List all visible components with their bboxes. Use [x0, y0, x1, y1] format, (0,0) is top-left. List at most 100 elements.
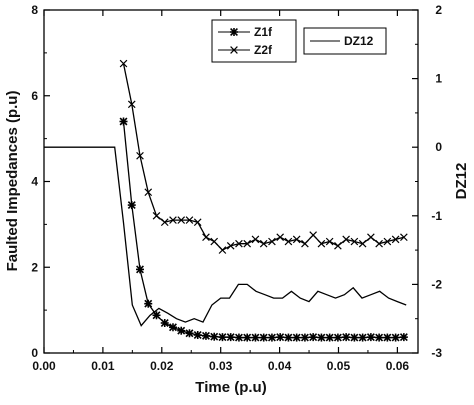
data-point-z2f: [235, 239, 243, 248]
data-point-z1f: [251, 333, 260, 342]
data-point-z2f: [218, 246, 227, 254]
data-point-z2f: [177, 216, 186, 224]
y2-tick-label: -2: [431, 277, 442, 291]
data-point-z2f: [259, 239, 268, 248]
data-point-z1f: [168, 323, 177, 332]
data-point-z2f: [136, 151, 144, 160]
data-point-z2f: [276, 233, 285, 242]
data-point-z2f: [268, 237, 276, 246]
data-point-z2f: [226, 241, 235, 250]
data-point-z1f: [342, 333, 351, 342]
data-point-z1f: [226, 333, 235, 342]
data-point-z2f: [202, 233, 210, 242]
data-point-z1f: [300, 333, 309, 342]
data-point-z2f: [251, 235, 260, 244]
series-line-dz12: [44, 146, 407, 327]
x-tick-label: 0.01: [91, 359, 115, 373]
data-point-z2f: [309, 231, 317, 239]
legend-box-left: Z1f Z2f: [211, 19, 297, 63]
data-point-z1f: [309, 333, 318, 342]
data-point-z1f: [201, 331, 210, 340]
data-point-z2f: [152, 211, 161, 220]
data-point-z2f: [119, 59, 128, 68]
data-point-z1f: [144, 299, 153, 308]
data-point-z1f: [284, 333, 293, 342]
data-point-z2f: [169, 216, 177, 224]
data-point-z1f: [234, 333, 243, 342]
x-tick-label: 0.04: [268, 359, 292, 373]
data-point-z1f: [383, 333, 392, 342]
legend-marker-z1f: [230, 28, 238, 36]
data-point-z1f: [210, 332, 219, 341]
data-point-z1f: [127, 201, 136, 210]
y-tick-label: 8: [31, 3, 38, 17]
y2-tick-label: 2: [435, 3, 442, 17]
data-point-z1f: [177, 326, 186, 335]
data-point-z2f: [317, 239, 326, 248]
data-point-z2f: [375, 239, 383, 248]
y-axis-title: Faulted Impedances (p.u): [4, 91, 21, 272]
y-tick-label: 2: [31, 260, 38, 274]
data-point-z1f: [399, 333, 408, 342]
data-point-z2f: [400, 233, 408, 242]
data-point-z1f: [276, 333, 285, 342]
data-point-z2f: [334, 241, 342, 250]
data-point-z1f: [350, 333, 359, 342]
data-point-z1f: [325, 333, 334, 342]
axes-layer: 0.00 0.01 0.02 0.03 0.04 0.05 0.06 0 2 4 6 8 -3 -2 -1 0…: [31, 3, 442, 373]
y2-tick-label: -1: [431, 209, 442, 223]
data-point-z1f: [218, 333, 227, 342]
legend-label-z1f: Z1f: [254, 25, 273, 39]
data-point-z2f: [342, 235, 350, 244]
data-point-z1f: [366, 333, 375, 342]
data-point-z2f: [301, 239, 309, 248]
x-tick-label: 0.02: [150, 359, 174, 373]
y-tick-label: 0: [31, 346, 38, 360]
data-point-z1f: [375, 333, 384, 342]
data-point-z2f: [350, 237, 359, 246]
legend-symbol-z1f: [230, 28, 238, 36]
data-point-z1f: [333, 333, 342, 342]
data-point-z1f: [292, 333, 301, 342]
data-point-z2f: [185, 216, 194, 224]
x-tick-label: 0.05: [327, 359, 351, 373]
data-point-z2f: [284, 237, 293, 246]
x-tick-label: 0.06: [386, 359, 410, 373]
data-point-z1f: [119, 117, 128, 126]
data-point-z1f: [152, 311, 161, 320]
legend-label-z2f: Z2f: [254, 43, 273, 57]
data-point-z2f: [367, 233, 375, 242]
y2-tick-label: 1: [435, 72, 442, 86]
legend-symbol-z2f: [230, 46, 238, 54]
data-point-z2f: [391, 235, 400, 244]
data-point-z1f: [358, 333, 367, 342]
data-point-z2f: [358, 239, 367, 248]
data-point-z1f: [136, 265, 145, 274]
data-point-z2f: [292, 235, 301, 244]
data-point-z2f: [325, 237, 334, 246]
data-point-z1f: [243, 333, 252, 342]
legend-label-dz12: DZ12: [344, 34, 374, 48]
x-tick-label: 0.00: [32, 359, 56, 373]
data-point-z1f: [391, 333, 400, 342]
data-point-z2f: [193, 218, 202, 227]
y2-axis-title: DZ12: [453, 163, 470, 200]
data-point-z2f: [383, 237, 392, 246]
legend-box-right: DZ12: [303, 27, 387, 55]
data-point-z1f: [317, 333, 326, 342]
legend-frame-left: [211, 19, 297, 63]
y-tick-label: 6: [31, 89, 38, 103]
y2-tick-label: -3: [431, 346, 442, 360]
data-point-z1f: [185, 329, 194, 338]
series-layer: [44, 59, 408, 342]
y2-tick-label: 0: [435, 140, 442, 154]
data-point-z1f: [267, 333, 276, 342]
x-tick-label: 0.03: [209, 359, 233, 373]
data-point-z2f: [160, 218, 169, 227]
legend-marker-z2f: [230, 46, 238, 54]
x-axis-title: Time (p.u): [195, 379, 266, 396]
data-point-z2f: [144, 188, 153, 197]
data-point-z1f: [160, 318, 169, 327]
data-point-z1f: [193, 330, 202, 339]
